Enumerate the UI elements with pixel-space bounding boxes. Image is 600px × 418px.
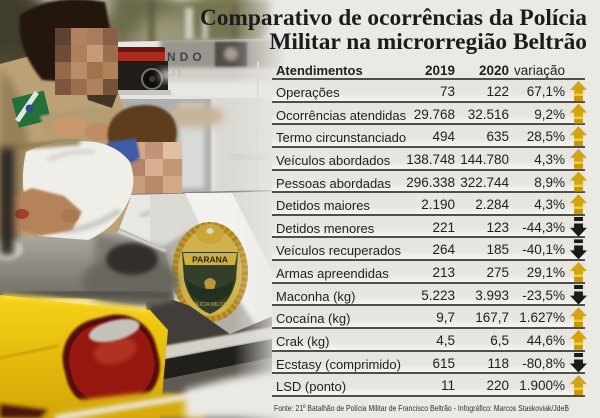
svg-text:NDO: NDO bbox=[167, 50, 206, 64]
svg-text:POLICIA MILITAR: POLICIA MILITAR bbox=[190, 302, 231, 308]
svg-text:PARANA: PARANA bbox=[192, 255, 228, 265]
